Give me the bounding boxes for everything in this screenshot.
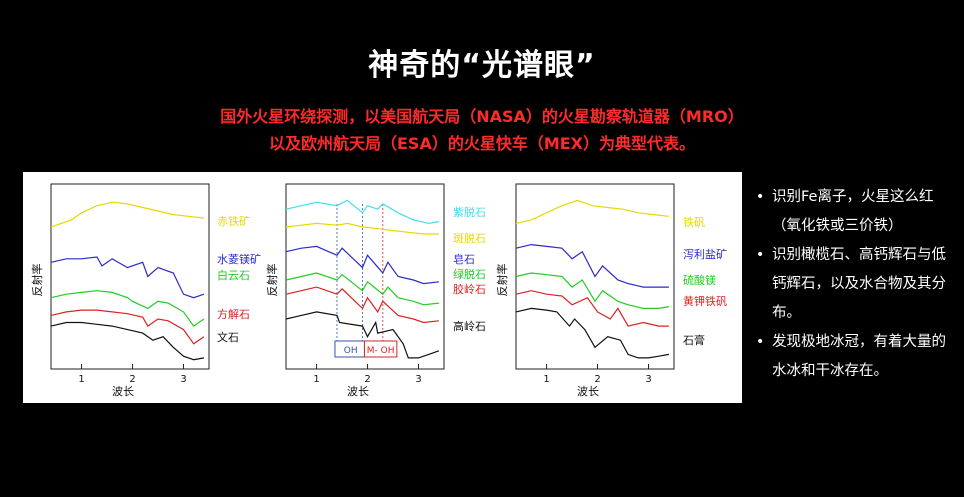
subtitle: 国外火星环绕探测，以美国航天局（NASA）的火星勘察轨道器（MRO） 以及欧州航… (0, 103, 964, 157)
series-label: 方解石 (217, 307, 250, 321)
series-line (285, 311, 440, 359)
series-label: 赤铁矿 (217, 215, 250, 228)
series-label: 白云石 (217, 268, 250, 282)
series-line (515, 307, 670, 359)
moh-annotation: M- OH (367, 346, 395, 356)
series-label: 斑脱石 (453, 231, 486, 245)
moh-box (363, 340, 398, 358)
series-line (515, 199, 669, 224)
series-line (285, 199, 440, 225)
plot-frame (285, 183, 445, 370)
x-axis-label: 波长 (112, 385, 134, 398)
bullet-dot-icon: • (756, 334, 765, 350)
page-title: 神奇的“光谱眼” (368, 48, 596, 83)
series-label: 黄钾铁矾 (683, 294, 727, 308)
series-label: 胶岭石 (453, 282, 486, 296)
x-tick-label: 3 (645, 374, 651, 385)
series-label: 泻利盐矿 (683, 248, 727, 261)
spectra-figure: 1 2 3 波长 反射率 赤铁矿水菱镁矿白云石方解石文石 1 2 3 波长 反射率 OH M- OH 紫脱… (23, 172, 742, 403)
series-line (50, 290, 205, 327)
oh-annotation: OH (344, 346, 358, 356)
bullet-item: • 识别Fe离子，火星这么红（氧化铁或三价铁） (754, 183, 959, 241)
bullet-text: 识别橄榄石、高钙辉石与低钙辉石，以及水合物及其分布。 (772, 247, 946, 321)
bullet-dot-icon: • (756, 247, 765, 263)
subtitle-line-1: 国外火星环绕探测，以美国航天局（NASA）的火星勘察轨道器（MRO） (220, 107, 744, 126)
x-axis-label: 波长 (347, 385, 369, 398)
bullet-text: 识别Fe离子，火星这么红（氧化铁或三价铁） (772, 189, 934, 234)
series-line (285, 272, 439, 306)
series-line (50, 321, 205, 361)
series-line (515, 272, 670, 309)
series-label: 铁矾 (683, 216, 705, 229)
series-line (285, 245, 439, 285)
series-label: 硫酸镁 (683, 273, 716, 287)
plot-frame (50, 183, 210, 370)
x-tick-label: 2 (594, 374, 600, 385)
series-line (285, 286, 439, 324)
x-tick-label: 1 (78, 374, 84, 385)
x-tick-label: 2 (364, 374, 370, 385)
series-line (515, 290, 669, 327)
y-axis-label: 反射率 (30, 264, 44, 297)
bullet-list: • 识别Fe离子，火星这么红（氧化铁或三价铁） • 识别橄榄石、高钙辉石与低钙辉… (754, 183, 959, 386)
series-label: 水菱镁矿 (217, 252, 261, 266)
subtitle-line-2: 以及欧州航天局（ESA）的火星快车（MEX）为典型代表。 (268, 134, 696, 153)
series-label: 绿脱石 (453, 267, 486, 281)
bullet-item: • 发现极地冰冠，有着大量的水冰和干冰存在。 (754, 328, 959, 386)
bullet-text: 发现极地冰冠，有着大量的水冰和干冰存在。 (772, 334, 946, 379)
series-line (515, 243, 669, 288)
series-line (285, 222, 439, 235)
y-axis-label: 反射率 (265, 264, 279, 297)
series-label: 石膏 (683, 333, 705, 347)
x-tick-label: 1 (543, 374, 549, 385)
x-axis-label: 波长 (577, 385, 599, 398)
x-tick-label: 2 (129, 374, 135, 385)
x-tick-label: 1 (313, 374, 319, 385)
x-tick-label: 3 (415, 374, 421, 385)
series-line (50, 256, 205, 299)
bullet-item: • 识别橄榄石、高钙辉石与低钙辉石，以及水合物及其分布。 (754, 241, 959, 328)
series-label: 皂石 (453, 252, 475, 266)
series-label: 文石 (217, 330, 239, 344)
bullet-dot-icon: • (756, 189, 765, 205)
series-line (50, 201, 204, 228)
series-line (50, 309, 205, 345)
x-tick-label: 3 (180, 374, 186, 385)
series-label: 高岭石 (453, 319, 486, 333)
y-axis-label: 反射率 (495, 264, 509, 297)
series-label: 紫脱石 (453, 205, 486, 219)
